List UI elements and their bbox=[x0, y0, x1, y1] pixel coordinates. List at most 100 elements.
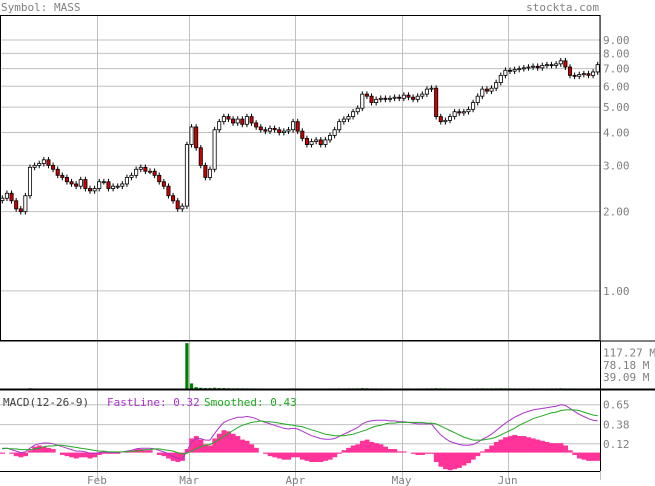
candle bbox=[87, 185, 93, 194]
candle bbox=[309, 138, 314, 148]
candle-body bbox=[387, 97, 393, 100]
candle bbox=[60, 172, 65, 181]
candle-body bbox=[351, 111, 356, 117]
candle bbox=[115, 183, 120, 190]
volume-bars bbox=[0, 343, 600, 389]
candle bbox=[180, 203, 185, 212]
candle-body bbox=[78, 179, 83, 187]
candle bbox=[498, 72, 503, 86]
macd-hist-bar bbox=[452, 452, 458, 470]
macd-hist-bar bbox=[203, 444, 208, 453]
candle-body bbox=[489, 87, 494, 92]
candle-body bbox=[457, 111, 462, 114]
macd-hist-bar bbox=[106, 452, 112, 454]
candle bbox=[4, 190, 9, 202]
candle-body bbox=[87, 188, 93, 192]
candle bbox=[217, 118, 222, 133]
candle-body bbox=[581, 73, 586, 76]
candle-body bbox=[424, 88, 429, 95]
macd-hist-bar bbox=[447, 452, 453, 471]
candle bbox=[332, 126, 337, 139]
macd-hist-bar bbox=[290, 452, 296, 458]
candle bbox=[443, 117, 448, 125]
macd-hist-bar bbox=[590, 452, 596, 461]
macd-hist-bar bbox=[429, 452, 435, 454]
candle bbox=[577, 71, 582, 80]
candle bbox=[341, 116, 346, 125]
macd-hist-bar bbox=[507, 436, 513, 453]
candle-body bbox=[51, 164, 56, 170]
candle bbox=[51, 162, 56, 173]
macd-hist-bar bbox=[115, 452, 121, 454]
macd-hist-bar bbox=[78, 452, 84, 458]
volume-tick-label: 117.27 M bbox=[603, 347, 655, 360]
candle-body bbox=[74, 183, 79, 187]
candle bbox=[37, 160, 42, 169]
price-tick-label: 1.00 bbox=[603, 285, 630, 298]
candle-body bbox=[364, 93, 369, 97]
candle-body bbox=[475, 95, 480, 103]
candle bbox=[540, 62, 545, 71]
candle-body bbox=[60, 174, 65, 178]
macd-hist-bar bbox=[46, 447, 52, 453]
candle-body bbox=[83, 179, 88, 189]
candle-body bbox=[567, 66, 573, 76]
macd-hist-bar bbox=[438, 452, 444, 467]
macd-hist-bar bbox=[392, 449, 398, 453]
candle bbox=[586, 70, 591, 79]
candle-body bbox=[484, 88, 489, 92]
candle bbox=[378, 95, 383, 103]
candle-body bbox=[64, 177, 69, 183]
candle bbox=[244, 113, 249, 128]
macd-tick-label: 0.65 bbox=[603, 399, 630, 412]
candle-body bbox=[129, 174, 134, 178]
macd-hist-bar bbox=[272, 452, 278, 458]
candlesticks bbox=[0, 57, 600, 215]
macd-hist-bar bbox=[586, 452, 592, 461]
macd-hist-bar bbox=[549, 443, 555, 453]
candle bbox=[166, 183, 171, 199]
candle-body bbox=[92, 188, 97, 192]
macd-hist-bar bbox=[110, 452, 116, 454]
macd-hist-bar bbox=[161, 452, 167, 457]
macd-hist-bar bbox=[313, 452, 319, 463]
candle-body bbox=[143, 166, 148, 172]
candle bbox=[346, 113, 351, 122]
candle-body bbox=[231, 118, 236, 124]
macd-hist-bar bbox=[41, 446, 47, 453]
candle bbox=[46, 157, 51, 169]
candle-body bbox=[443, 119, 448, 123]
macd-hist-bar bbox=[156, 452, 162, 455]
candle bbox=[360, 91, 365, 112]
macd-hist-bar bbox=[69, 452, 75, 458]
macd-hist-bar bbox=[526, 437, 532, 453]
candle bbox=[194, 124, 199, 151]
candle bbox=[291, 118, 296, 133]
candle bbox=[549, 61, 554, 69]
candle-body bbox=[69, 181, 74, 185]
candle bbox=[175, 197, 180, 212]
brand-watermark: stockta.com bbox=[526, 1, 599, 14]
price-tick-label: 4.00 bbox=[603, 127, 630, 140]
candle-body bbox=[277, 129, 282, 133]
candle bbox=[267, 125, 273, 135]
price-tick-label: 9.00 bbox=[603, 34, 630, 47]
candle-body bbox=[526, 66, 531, 69]
macd-hist-bar bbox=[32, 446, 38, 453]
candle bbox=[364, 91, 369, 100]
candle bbox=[55, 166, 60, 179]
macd-hist-bar bbox=[466, 452, 472, 464]
candle bbox=[27, 164, 33, 199]
macd-hist-bar bbox=[189, 438, 195, 453]
macd-histogram bbox=[0, 430, 601, 471]
candle-body bbox=[272, 127, 277, 131]
candle bbox=[503, 67, 508, 79]
macd-hist-bar bbox=[27, 450, 33, 453]
candle-body bbox=[295, 121, 300, 132]
candle bbox=[212, 126, 217, 173]
price-tick-label: 2.00 bbox=[603, 206, 630, 219]
macd-hist-bar bbox=[493, 441, 499, 453]
candle bbox=[526, 64, 531, 71]
candle-body bbox=[27, 166, 33, 197]
candle bbox=[512, 66, 517, 75]
